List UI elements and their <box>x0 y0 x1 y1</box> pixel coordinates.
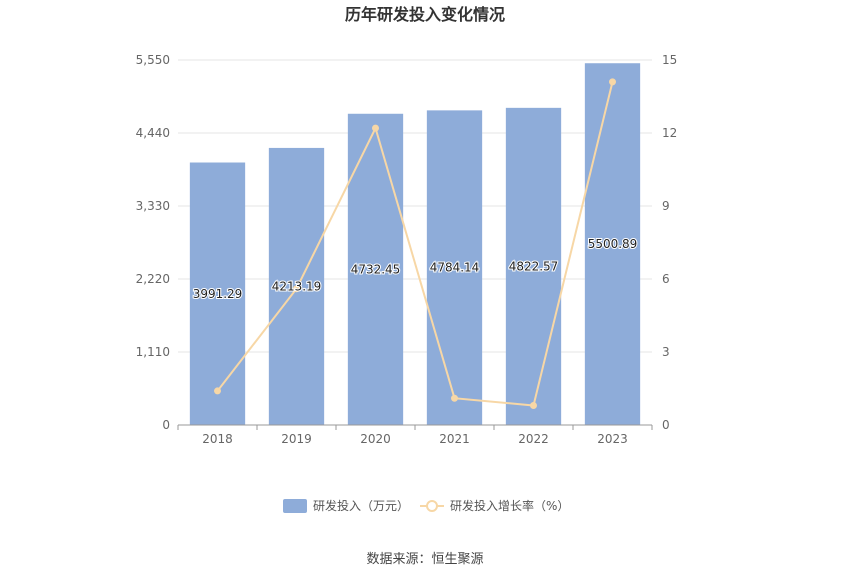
chart-title: 历年研发投入变化情况 <box>345 5 505 24</box>
x-tick-label: 2018 <box>202 432 233 446</box>
growth-point[interactable] <box>609 78 616 86</box>
x-tick-label: 2021 <box>439 432 470 446</box>
legend-item-line[interactable]: 研发投入增长率（%） <box>420 498 569 513</box>
x-tick-label: 2023 <box>597 432 628 446</box>
legend: 研发投入（万元） 研发投入增长率（%） <box>283 498 569 513</box>
y-left-tick-label: 4,440 <box>136 126 170 140</box>
legend-line-label: 研发投入增长率（%） <box>450 498 569 513</box>
y-right-tick-label: 12 <box>662 126 677 140</box>
legend-item-bar[interactable]: 研发投入（万元） <box>283 498 409 513</box>
y-right-tick-label: 15 <box>662 53 677 67</box>
axes: 0 0 1,110 3 2,220 6 3,330 9 4,440 12 5,550 15 2018 20… <box>136 53 678 446</box>
bar-2022[interactable] <box>505 107 562 425</box>
y-right-tick-label: 6 <box>662 272 670 286</box>
bar-value-label: 5500.89 <box>588 237 638 251</box>
growth-point[interactable] <box>293 285 300 293</box>
legend-line-marker <box>426 500 438 512</box>
y-left-tick-label: 0 <box>162 418 170 432</box>
bar-labels: 3991.29 4213.19 4732.45 4784.14 4822.57 5500.… <box>192 236 639 302</box>
x-tick-label: 2022 <box>518 432 549 446</box>
y-right-tick-label: 9 <box>662 199 670 213</box>
y-left-tick-label: 5,550 <box>136 53 170 67</box>
legend-bar-label: 研发投入（万元） <box>313 498 409 513</box>
legend-bar-swatch <box>283 499 307 513</box>
data-source: 数据来源：恒生聚源 <box>366 552 483 567</box>
y-right-tick-label: 3 <box>662 345 670 359</box>
growth-point[interactable] <box>530 402 537 410</box>
grid-lines <box>178 59 652 353</box>
growth-line <box>216 81 614 407</box>
growth-point[interactable] <box>372 124 379 132</box>
growth-point[interactable] <box>214 387 221 395</box>
bar-value-label: 4784.14 <box>430 261 480 275</box>
bar-2021[interactable] <box>426 110 483 425</box>
y-left-tick-label: 3,330 <box>136 199 170 213</box>
y-left-tick-label: 2,220 <box>136 272 170 286</box>
bar-value-label: 4822.57 <box>509 259 559 273</box>
y-right-tick-label: 0 <box>662 418 670 432</box>
bar-2023[interactable] <box>584 63 641 425</box>
growth-point[interactable] <box>451 394 458 402</box>
y-left-tick-label: 1,110 <box>136 345 170 359</box>
growth-line-series <box>214 78 616 410</box>
bar-value-label: 4732.45 <box>351 262 401 276</box>
x-tick-label: 2020 <box>360 432 391 446</box>
bar-value-label: 4213.19 <box>272 279 322 293</box>
bar-value-label: 3991.29 <box>193 287 243 301</box>
bar-2018[interactable] <box>189 162 246 425</box>
x-tick-label: 2019 <box>281 432 312 446</box>
